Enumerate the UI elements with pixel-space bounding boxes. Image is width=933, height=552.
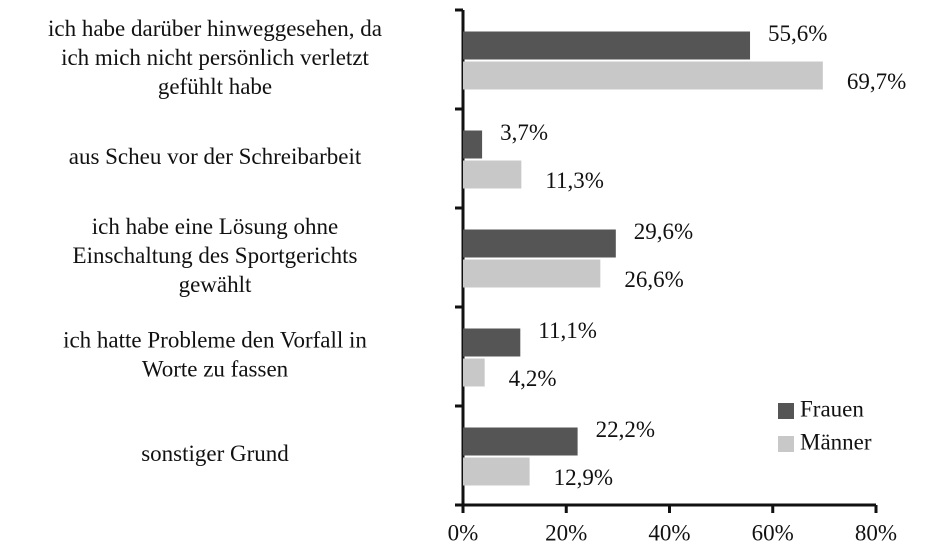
x-tick-label: 0%	[448, 520, 479, 545]
legend-swatch	[778, 403, 794, 419]
value-label: 22,2%	[596, 417, 655, 442]
bar	[463, 328, 521, 357]
bar	[463, 160, 522, 189]
x-tick-label: 40%	[648, 520, 690, 545]
category-label: ich hatte Probleme den Vorfall in	[63, 327, 367, 352]
value-label: 55,6%	[768, 21, 827, 46]
legend-swatch	[778, 436, 794, 452]
category-label: Worte zu fassen	[142, 356, 289, 381]
bar	[463, 259, 601, 288]
bar	[463, 31, 751, 60]
category-label: ich habe eine Lösung ohne	[92, 214, 339, 239]
category-label: ich mich nicht persönlich verletzt	[61, 45, 369, 70]
category-label: gefühlt habe	[158, 74, 272, 99]
value-label: 11,1%	[538, 318, 597, 343]
category-label: Einschaltung des Sportgerichts	[73, 243, 358, 268]
value-label: 12,9%	[554, 465, 613, 490]
category-label: aus Scheu vor der Schreibarbeit	[69, 144, 362, 169]
value-label: 29,6%	[634, 219, 693, 244]
x-tick-label: 20%	[545, 520, 587, 545]
bar	[463, 61, 823, 90]
legend-label: Männer	[800, 429, 872, 454]
bar	[463, 130, 483, 159]
value-label: 11,3%	[545, 168, 604, 193]
category-label: sonstiger Grund	[141, 441, 289, 466]
bar	[463, 358, 485, 387]
bar	[463, 427, 578, 456]
x-tick-label: 60%	[752, 520, 794, 545]
value-label: 26,6%	[624, 267, 683, 292]
bar	[463, 457, 530, 486]
category-label: gewählt	[179, 272, 252, 297]
x-tick-label: 80%	[855, 520, 897, 545]
category-label: ich habe darüber hinweggesehen, da	[48, 16, 382, 41]
bar	[463, 229, 616, 258]
value-label: 3,7%	[500, 120, 548, 145]
value-label: 69,7%	[847, 69, 906, 94]
value-label: 4,2%	[509, 366, 557, 391]
legend-label: Frauen	[800, 396, 864, 421]
